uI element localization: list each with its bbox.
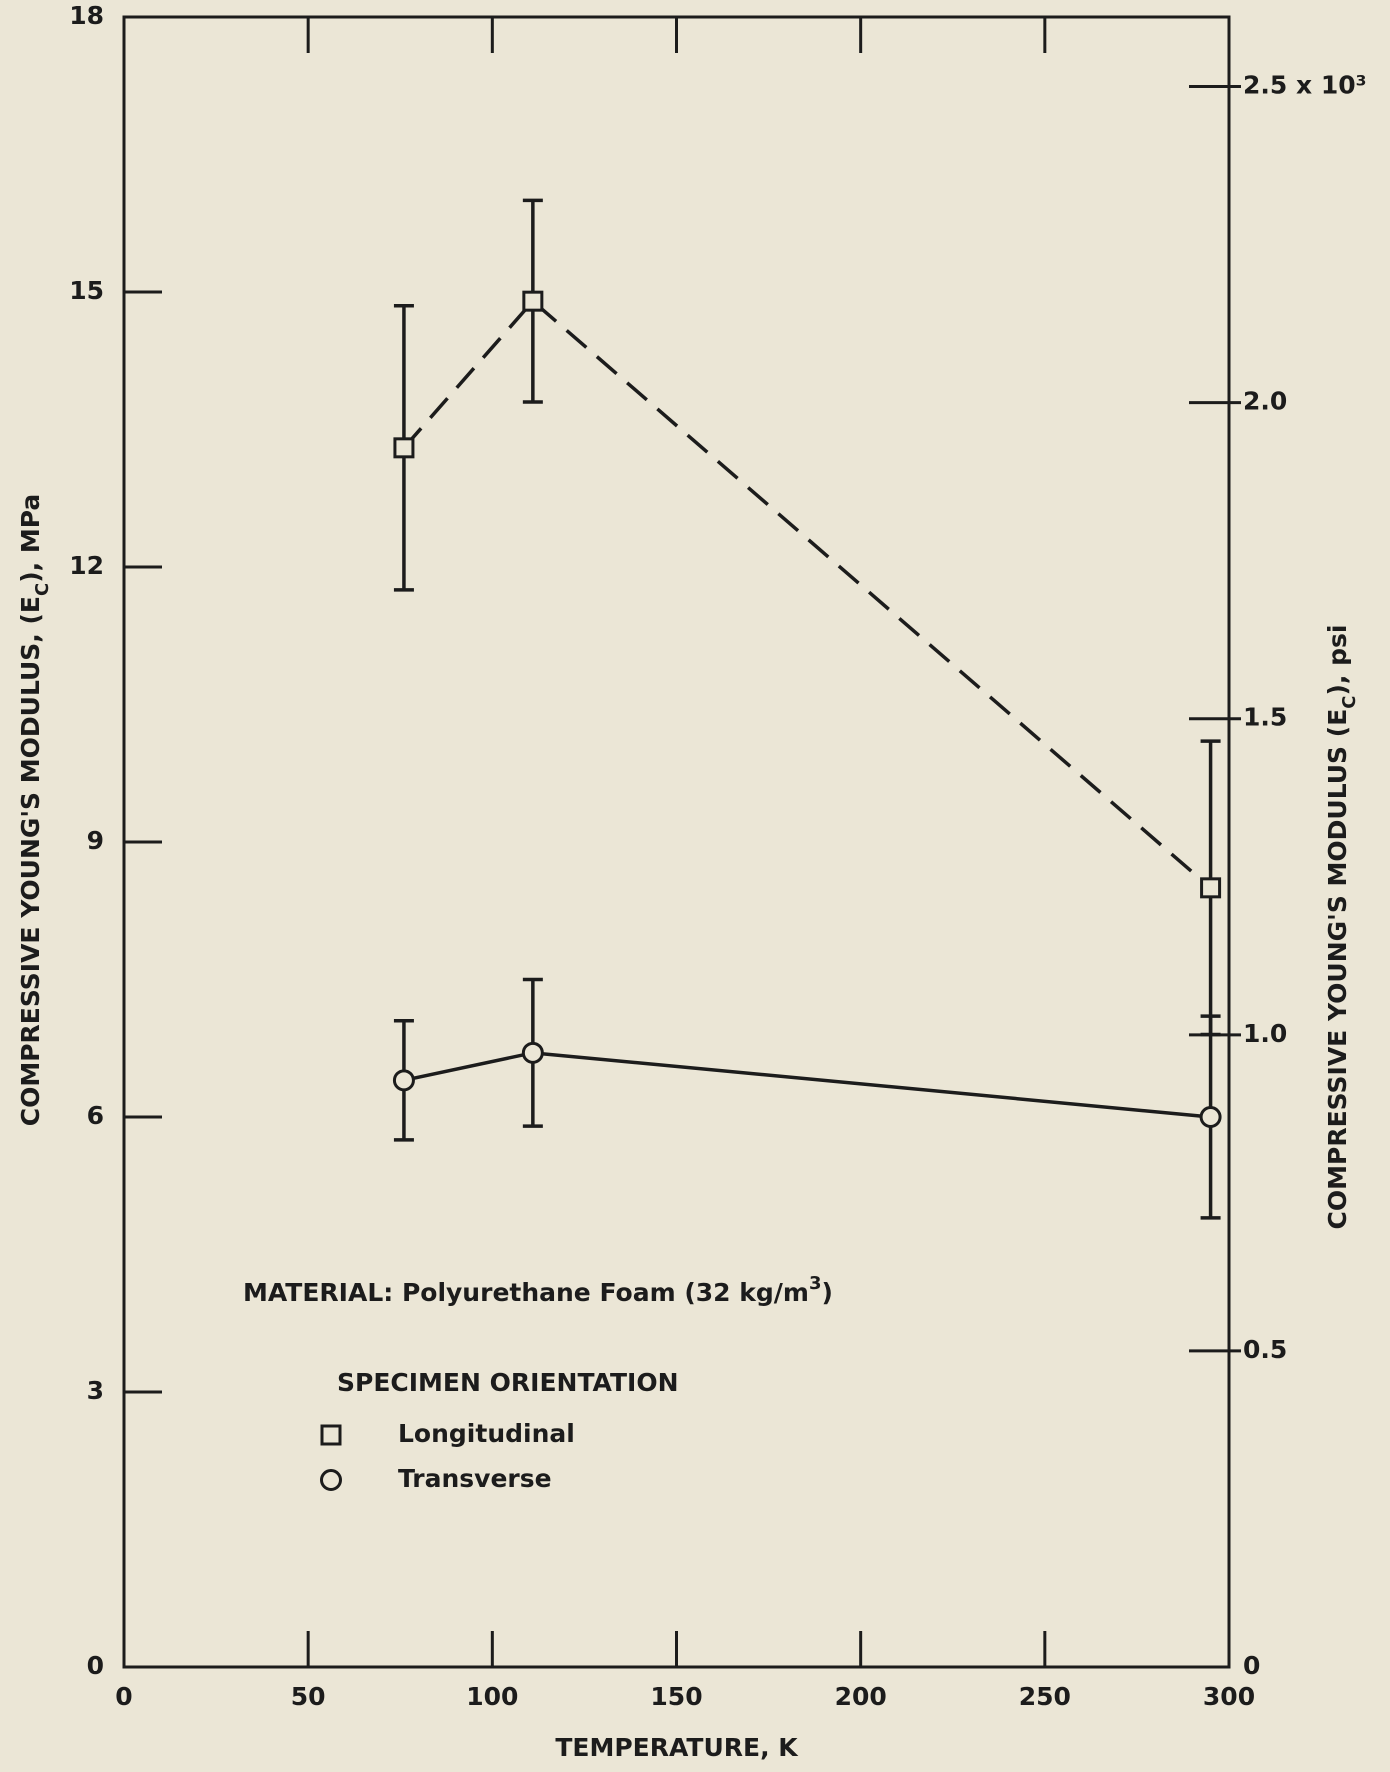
- series-line: [402, 298, 1212, 890]
- series-line: [403, 1051, 1211, 1119]
- x-tick-label: 250: [1019, 1682, 1071, 1711]
- y-tick-label: 15: [69, 276, 104, 305]
- y-tick-label: 18: [69, 1, 104, 30]
- y-axis-label-part: COMPRESSIVE YOUNG'S MODULUS, (E: [16, 596, 45, 1126]
- plot-frame: [122, 15, 1231, 1669]
- y-tick-label: 12: [69, 551, 104, 580]
- y-tick-label: 3: [87, 1376, 104, 1405]
- y-axis-label-part: C: [32, 583, 53, 596]
- annotation: MATERIAL: Polyurethane Foam (32 kg/m3): [243, 1273, 833, 1308]
- legend-label: Transverse: [398, 1464, 552, 1493]
- data-point: [522, 290, 544, 312]
- y2-axis-label-part: ), psi: [1323, 625, 1352, 696]
- y2-tick-label: 1.5: [1243, 703, 1287, 732]
- data-point: [392, 1069, 415, 1092]
- y2-axis-label-part: COMPRESSIVE YOUNG'S MODULUS (E: [1323, 709, 1352, 1230]
- annotation-part: MATERIAL: Polyurethane Foam (32 kg/m: [243, 1278, 809, 1307]
- y2-tick-label: 1.0: [1243, 1019, 1287, 1048]
- y2-tick-label: 0: [1243, 1651, 1260, 1680]
- y-tick-label: 6: [87, 1101, 104, 1130]
- y-axis-label: COMPRESSIVE YOUNG'S MODULUS, (EC), MPa: [16, 494, 53, 1127]
- y2-tick-label: 0.5: [1243, 1335, 1287, 1364]
- legend-marker: [320, 1469, 342, 1491]
- x-tick-label: 300: [1203, 1682, 1255, 1711]
- y-axis-label-part: ), MPa: [16, 494, 45, 583]
- y2-axis-label-part: C: [1339, 696, 1360, 709]
- y2-axis-label: COMPRESSIVE YOUNG'S MODULUS (EC), psi: [1323, 625, 1360, 1230]
- y-tick-label: 9: [87, 826, 104, 855]
- data-point: [521, 1041, 544, 1064]
- legend-marker: [320, 1424, 342, 1446]
- annotation-part: 3: [809, 1273, 822, 1294]
- x-tick-label: 150: [650, 1682, 702, 1711]
- x-tick-label: 0: [115, 1682, 132, 1711]
- y2-tick-label: 2.0: [1243, 387, 1287, 416]
- x-tick-label: 50: [291, 1682, 326, 1711]
- legend-title: SPECIMEN ORIENTATION: [337, 1368, 679, 1397]
- x-tick-label: 100: [466, 1682, 518, 1711]
- legend-label: Longitudinal: [398, 1419, 575, 1448]
- y2-tick-label: 2.5 x 10³: [1243, 71, 1367, 100]
- annotation-part: ): [822, 1278, 833, 1307]
- x-tick-label: 200: [835, 1682, 887, 1711]
- data-point: [1199, 1106, 1222, 1128]
- y-tick-label: 0: [87, 1651, 104, 1680]
- data-point: [393, 437, 415, 459]
- data-point: [1200, 877, 1222, 899]
- x-axis-label: TEMPERATURE, K: [555, 1733, 799, 1762]
